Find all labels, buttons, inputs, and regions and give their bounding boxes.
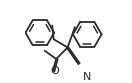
Text: O: O (50, 66, 59, 76)
Text: N: N (83, 72, 91, 82)
